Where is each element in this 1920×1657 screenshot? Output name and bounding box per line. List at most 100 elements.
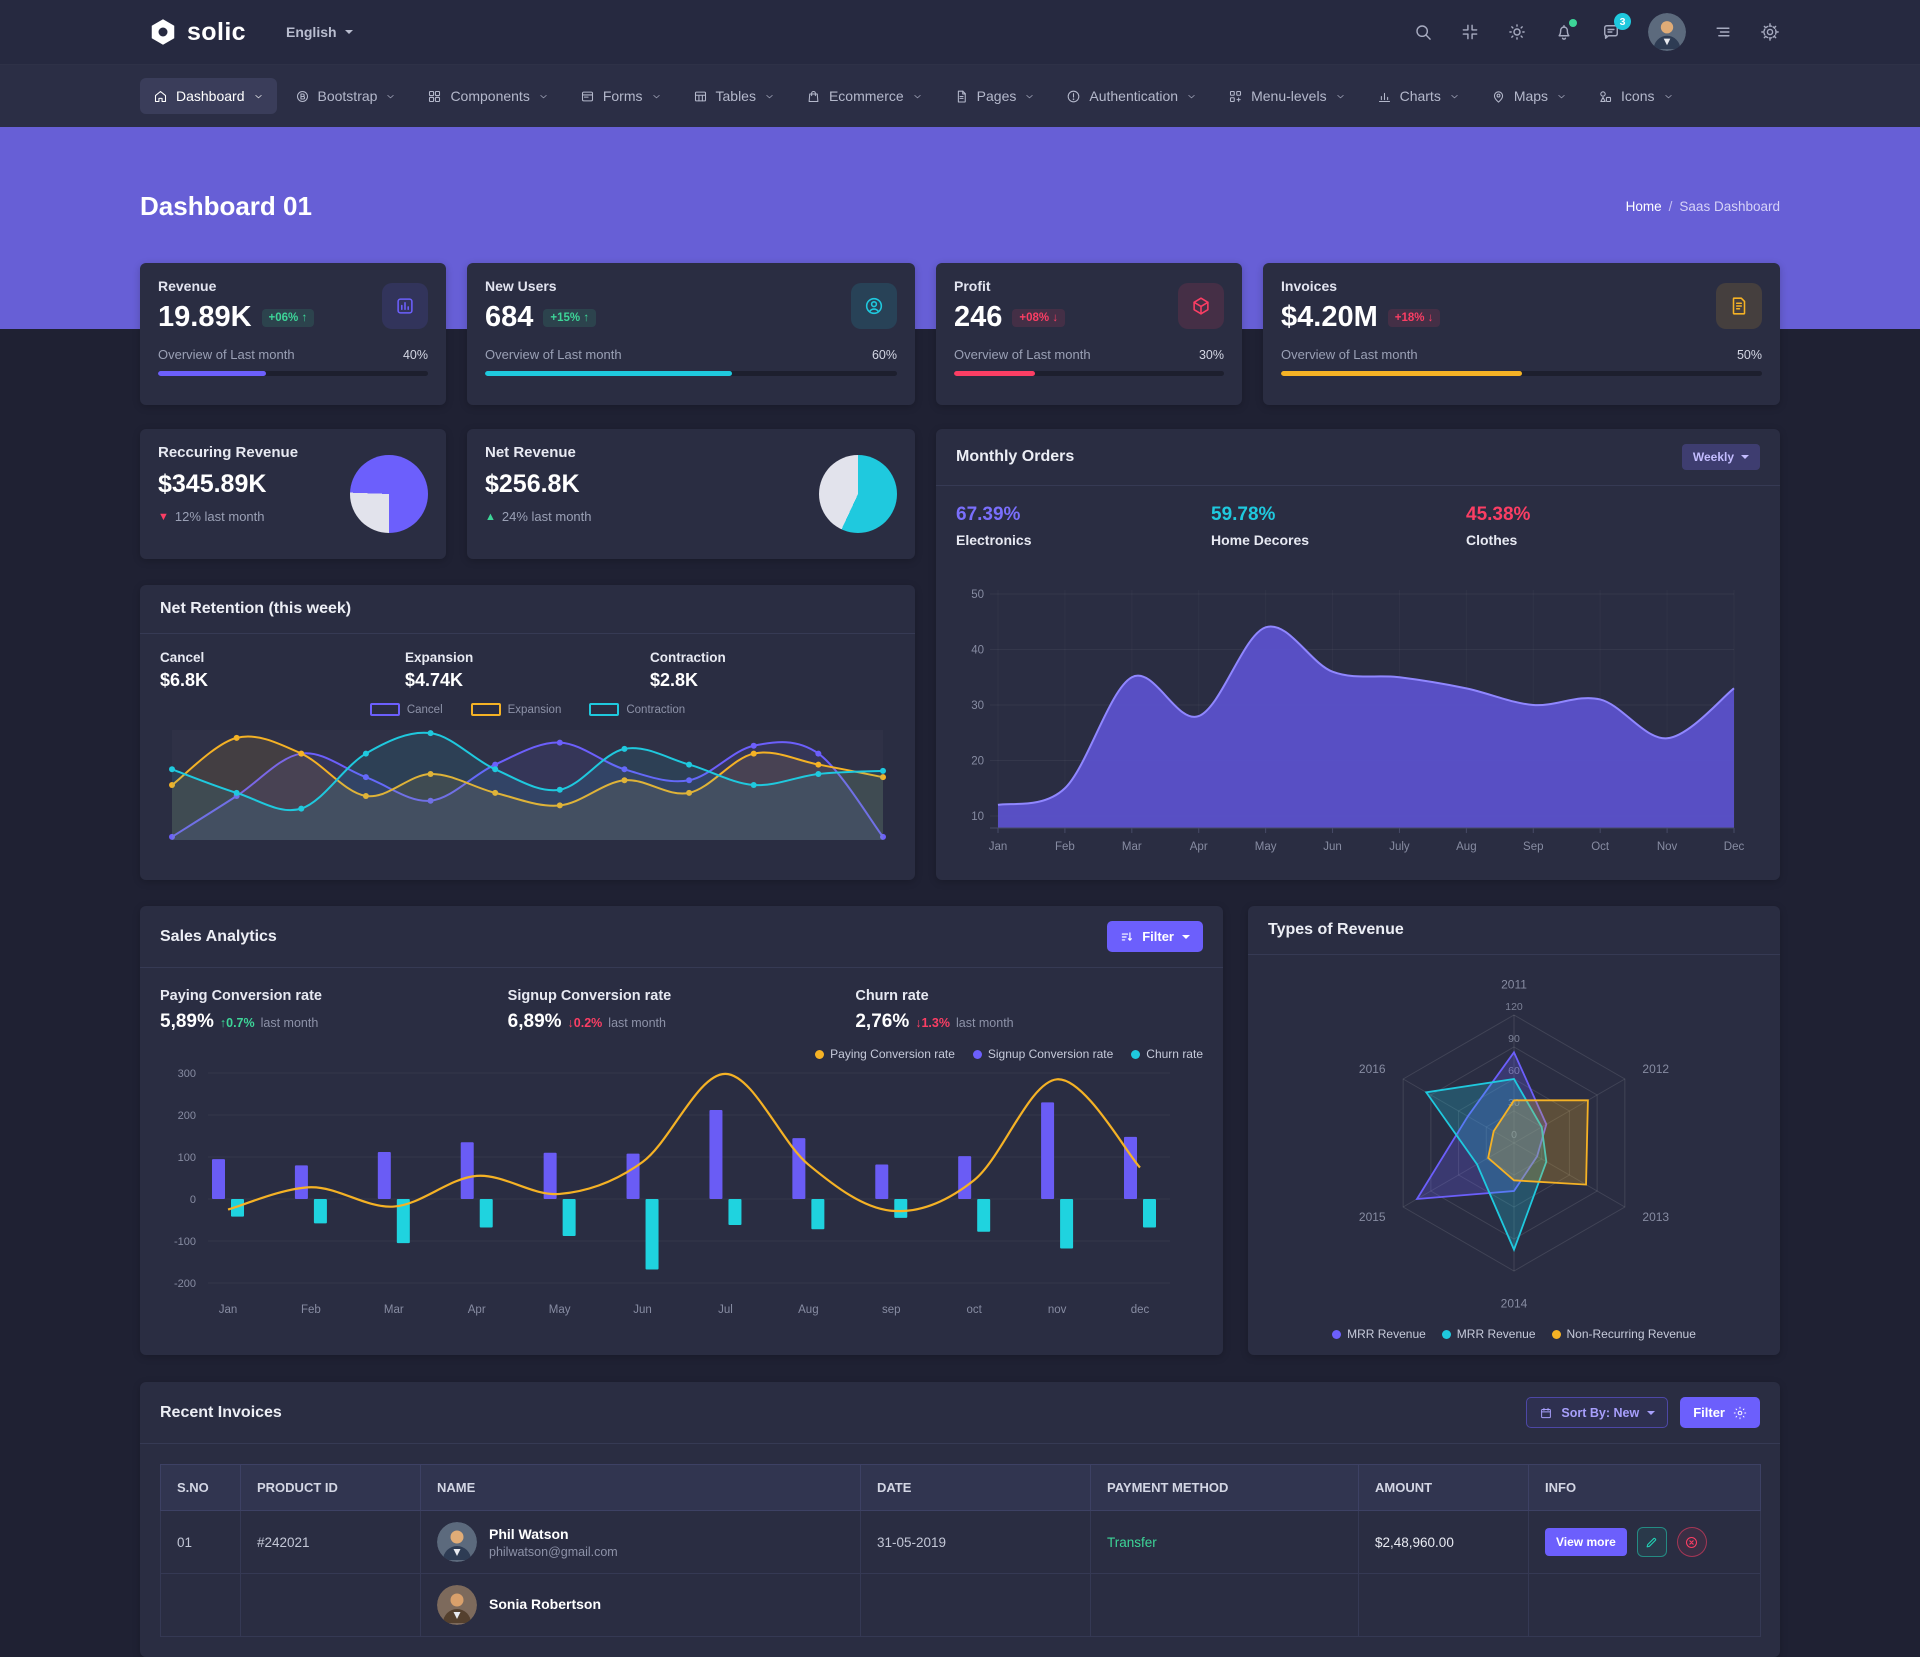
- avatar-image: [437, 1585, 477, 1625]
- cell-name: Phil Watson philwatson@gmail.com: [437, 1522, 844, 1562]
- nav-item-components[interactable]: Components: [414, 78, 561, 114]
- chevron-down-icon: [254, 94, 262, 98]
- table-column-header[interactable]: DATE: [860, 1464, 1091, 1511]
- svg-text:Oct: Oct: [1591, 841, 1610, 853]
- recent-invoices-card: Recent Invoices Sort By: New Filter S.NO…: [140, 1382, 1780, 1657]
- stat-percent: 30%: [1198, 348, 1224, 362]
- nav-item-tables[interactable]: Tables: [680, 78, 788, 114]
- sort-by-button[interactable]: Sort By: New: [1526, 1397, 1669, 1428]
- svg-text:2016: 2016: [1359, 1062, 1386, 1076]
- chevron-down-icon: [344, 30, 353, 34]
- nav-item-charts[interactable]: Charts: [1364, 78, 1473, 114]
- mini-card-change: 12% last month: [174, 509, 265, 524]
- stat-delta-badge: +18% ↓: [1387, 308, 1441, 327]
- mini-card-title: Net Revenue: [485, 444, 576, 461]
- stat-card-invoices: Invoices $4.20M +18% ↓ Overview of Last mon…: [1263, 263, 1780, 405]
- period-select-button[interactable]: Weekly: [1681, 444, 1760, 470]
- legend-item: MRR Revenue: [1441, 1327, 1536, 1341]
- stat-card-revenue: Revenue 19.89K +06% ↑ Overview of Last mont…: [140, 263, 446, 405]
- legend-swatch: [369, 703, 400, 716]
- nav-item-icons[interactable]: Icons: [1585, 78, 1686, 114]
- table-column-header[interactable]: INFO: [1528, 1464, 1761, 1511]
- sales-analytics-combo-chart: 300 200 100 0 -100 -200 Jan Feb Mar Apr May Jun Jul A…: [174, 1068, 1170, 1316]
- svg-text:Mar: Mar: [384, 1304, 404, 1316]
- legend-item: Expansion: [470, 703, 561, 716]
- theme-light-icon[interactable]: [1507, 22, 1527, 42]
- table-column-header[interactable]: PAYMENT METHOD: [1090, 1464, 1359, 1511]
- edit-button[interactable]: [1636, 1527, 1667, 1557]
- nav-item-ecommerce[interactable]: Ecommerce: [793, 78, 936, 114]
- pencil-icon: [1646, 1537, 1657, 1547]
- stat-progress-track: [954, 371, 1224, 376]
- messages-icon[interactable]: 3: [1601, 13, 1631, 42]
- nav-item-maps[interactable]: Maps: [1478, 78, 1580, 114]
- menu-toggle-icon[interactable]: [1713, 22, 1733, 42]
- theme-light-icon: [1509, 24, 1525, 40]
- stat-progress-fill: [954, 371, 1035, 376]
- table-row[interactable]: 01 #242021 Phil Watson philwatson@gmail.com…: [160, 1510, 1761, 1574]
- home-icon: [154, 90, 167, 102]
- nav-item-label: Ecommerce: [828, 88, 904, 104]
- table-column-header[interactable]: S.NO: [160, 1464, 241, 1511]
- cell-amount: $2,48,960.00: [1358, 1510, 1529, 1574]
- messages-icon: [1604, 25, 1618, 39]
- components-icon: [429, 90, 441, 102]
- sales-filter-button[interactable]: Filter: [1107, 921, 1203, 952]
- nav-item-menu-levels[interactable]: Menu-levels: [1215, 78, 1358, 114]
- monthly-orders-stat: 45.38% Clothes: [1466, 504, 1531, 548]
- sales-analytics-title: Sales Analytics: [160, 927, 277, 945]
- ecommerce-icon: [808, 90, 819, 102]
- table-column-header[interactable]: NAME: [420, 1464, 861, 1511]
- language-selector[interactable]: English: [286, 24, 353, 40]
- sales-stat: Paying Conversion rate 5,89% ↑0.7% last mon…: [160, 988, 322, 1032]
- net-retention-stat: Cancel $6.8K: [160, 650, 209, 690]
- legend-dot: [1551, 1329, 1561, 1339]
- compress-icon[interactable]: [1460, 22, 1480, 42]
- stat-progress-track: [158, 371, 428, 376]
- notifications-bell-icon: [1558, 25, 1570, 40]
- nav-item-authentication[interactable]: Authentication: [1053, 78, 1210, 114]
- stat-title: New Users: [485, 278, 557, 294]
- stat-title: Revenue: [158, 278, 217, 294]
- cell-product-id: #242021: [240, 1510, 421, 1574]
- bar-chart-icon: [382, 283, 428, 329]
- table-row[interactable]: Sonia Robertson: [160, 1573, 1761, 1637]
- stat-delta-badge: +06% ↑: [261, 308, 315, 327]
- table-column-header[interactable]: PRODUCT ID: [240, 1464, 421, 1511]
- nav-item-forms[interactable]: Forms: [567, 78, 675, 114]
- stat-percent: 40%: [402, 348, 428, 362]
- net-retention-title: Net Retention (this week): [160, 600, 352, 617]
- table-column-header[interactable]: AMOUNT: [1358, 1464, 1529, 1511]
- breadcrumb: Home / Saas Dashboard: [1626, 199, 1780, 214]
- net-retention-card: Net Retention (this week) Cancel $6.8K Exp…: [140, 585, 915, 880]
- file-invoice-icon: [1716, 283, 1762, 329]
- search-icon[interactable]: [1413, 22, 1433, 42]
- stat-value: 246: [954, 301, 1003, 333]
- breadcrumb-home-link[interactable]: Home: [1625, 198, 1662, 214]
- breadcrumb-current: Saas Dashboard: [1679, 198, 1780, 214]
- stat-delta-badge: +15% ↑: [543, 308, 597, 327]
- user-avatar[interactable]: [1648, 13, 1686, 51]
- invoices-filter-button[interactable]: Filter: [1680, 1397, 1760, 1428]
- nav-item-pages[interactable]: Pages: [941, 78, 1049, 114]
- view-more-button[interactable]: View more: [1545, 1527, 1627, 1556]
- nav-item-dashboard[interactable]: Dashboard: [140, 78, 277, 114]
- avatar-image: [437, 1522, 477, 1562]
- charts-icon: [1378, 92, 1390, 102]
- stat-card-profit: Profit 246 +08% ↓ Overview of Last month 30%: [936, 263, 1242, 405]
- stat-overview-label: Overview of Last month: [158, 347, 295, 362]
- user-circle-icon: [865, 297, 883, 315]
- nav-item-label: Forms: [602, 88, 643, 104]
- svg-text:30: 30: [1508, 1097, 1520, 1109]
- svg-text:20: 20: [971, 756, 984, 768]
- cell-sno: 01: [160, 1510, 241, 1574]
- delete-button[interactable]: [1676, 1527, 1707, 1557]
- row-avatar: [437, 1585, 477, 1625]
- notifications-bell-icon[interactable]: [1554, 19, 1577, 42]
- svg-text:Apr: Apr: [1190, 841, 1208, 853]
- brand-logo[interactable]: solic: [148, 17, 246, 47]
- dashboard-content: Revenue 19.89K +06% ↑ Overview of Last mont…: [140, 263, 1780, 1657]
- nav-item-bootstrap[interactable]: Bootstrap: [282, 78, 410, 114]
- settings-gear-icon[interactable]: [1760, 22, 1780, 42]
- forms-icon: [581, 91, 593, 101]
